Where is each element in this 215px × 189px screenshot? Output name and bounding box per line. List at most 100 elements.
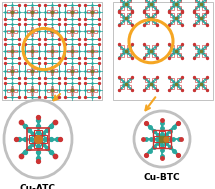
- Bar: [177, 53, 181, 57]
- Bar: [91, 72, 94, 75]
- Bar: [11, 14, 14, 16]
- Bar: [195, 6, 199, 10]
- Bar: [195, 53, 199, 57]
- Bar: [202, 13, 206, 17]
- Bar: [11, 27, 14, 30]
- Bar: [47, 89, 50, 92]
- Bar: [11, 72, 14, 75]
- Bar: [94, 30, 97, 33]
- Bar: [91, 53, 94, 56]
- Bar: [11, 66, 14, 69]
- Text: Cu-BTC: Cu-BTC: [144, 173, 180, 182]
- Bar: [67, 69, 70, 72]
- Bar: [127, 20, 131, 24]
- Bar: [177, 45, 181, 49]
- Bar: [54, 30, 57, 33]
- Bar: [74, 89, 77, 92]
- Bar: [145, 13, 149, 17]
- Bar: [127, 53, 131, 57]
- Bar: [127, 85, 131, 89]
- Bar: [87, 50, 90, 52]
- Bar: [120, 53, 124, 57]
- Bar: [51, 85, 54, 88]
- Bar: [120, 78, 124, 82]
- Bar: [14, 89, 17, 92]
- Bar: [71, 72, 74, 75]
- Bar: [51, 66, 54, 69]
- Bar: [71, 14, 74, 16]
- Bar: [54, 89, 57, 92]
- Bar: [120, 0, 124, 2]
- Bar: [177, 13, 181, 17]
- Bar: [71, 7, 74, 10]
- Bar: [91, 46, 94, 49]
- Bar: [177, 6, 181, 10]
- Bar: [202, 45, 206, 49]
- Bar: [31, 66, 34, 69]
- Bar: [71, 46, 74, 49]
- Bar: [195, 45, 199, 49]
- Bar: [145, 6, 149, 10]
- Bar: [47, 50, 50, 52]
- Bar: [11, 46, 14, 49]
- Bar: [27, 69, 30, 72]
- Bar: [11, 53, 14, 56]
- Bar: [152, 85, 156, 89]
- Bar: [159, 141, 165, 147]
- Bar: [145, 0, 149, 2]
- Bar: [91, 14, 94, 16]
- Bar: [29, 135, 36, 143]
- Bar: [74, 50, 77, 52]
- Bar: [27, 89, 30, 92]
- Bar: [170, 85, 174, 89]
- Bar: [31, 27, 34, 30]
- Bar: [120, 85, 124, 89]
- Bar: [145, 53, 149, 57]
- Bar: [31, 33, 34, 36]
- Bar: [91, 92, 94, 95]
- Bar: [145, 85, 149, 89]
- Bar: [91, 7, 94, 10]
- Bar: [34, 30, 37, 33]
- Bar: [152, 6, 156, 10]
- Bar: [94, 69, 97, 72]
- Bar: [14, 69, 17, 72]
- Bar: [31, 14, 34, 16]
- Bar: [120, 45, 124, 49]
- Bar: [31, 46, 34, 49]
- Bar: [202, 78, 206, 82]
- Bar: [91, 85, 94, 88]
- Bar: [164, 136, 170, 142]
- Bar: [47, 69, 50, 72]
- Bar: [87, 10, 90, 13]
- Bar: [113, 2, 213, 100]
- Bar: [34, 69, 37, 72]
- Bar: [127, 45, 131, 49]
- Bar: [177, 85, 181, 89]
- Bar: [87, 69, 90, 72]
- Bar: [127, 78, 131, 82]
- Bar: [31, 92, 34, 95]
- Bar: [170, 45, 174, 49]
- Bar: [159, 131, 165, 137]
- Bar: [177, 20, 181, 24]
- Bar: [71, 33, 74, 36]
- Bar: [31, 7, 34, 10]
- Bar: [54, 69, 57, 72]
- Bar: [120, 20, 124, 24]
- Bar: [51, 92, 54, 95]
- Bar: [120, 13, 124, 17]
- Bar: [67, 10, 70, 13]
- Bar: [7, 30, 10, 33]
- Bar: [14, 50, 17, 52]
- Bar: [87, 30, 90, 33]
- Bar: [51, 33, 54, 36]
- Bar: [47, 30, 50, 33]
- Bar: [195, 0, 199, 2]
- Ellipse shape: [4, 100, 72, 178]
- Bar: [67, 30, 70, 33]
- Bar: [7, 10, 10, 13]
- Bar: [127, 6, 131, 10]
- Bar: [31, 85, 34, 88]
- Bar: [202, 53, 206, 57]
